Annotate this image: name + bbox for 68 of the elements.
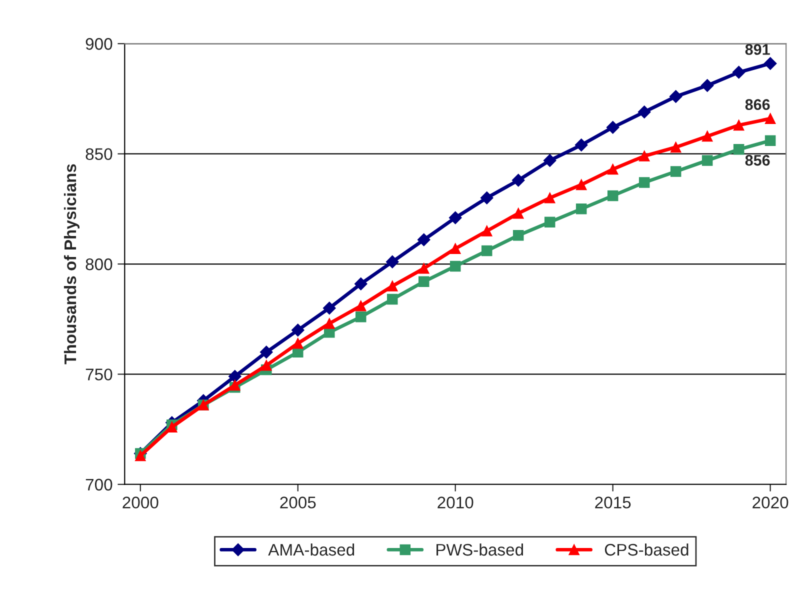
point (700, 79, 714, 92)
point (450, 243, 461, 254)
point (543, 154, 556, 167)
point (135, 450, 146, 462)
point (512, 208, 524, 219)
x-tick-label: 2020 (752, 496, 788, 508)
point (292, 338, 304, 349)
legend-label: CPS-based (604, 543, 688, 556)
point (702, 130, 713, 142)
point (512, 230, 524, 241)
point (418, 263, 430, 274)
x-tick-label: 2005 (280, 496, 316, 508)
point (544, 216, 556, 228)
point (764, 57, 777, 70)
point (733, 120, 744, 131)
point (291, 324, 304, 337)
point (607, 190, 618, 202)
point (574, 138, 588, 152)
y-tick-label: 750 (86, 368, 112, 380)
point (481, 245, 492, 256)
point (386, 255, 399, 268)
point (764, 135, 776, 146)
point (480, 191, 494, 204)
point (418, 276, 430, 288)
legend-label: AMA-based (268, 543, 354, 556)
point (576, 179, 587, 190)
point (512, 174, 525, 187)
y-tick-label: 900 (86, 38, 112, 50)
point (732, 66, 746, 79)
point (386, 294, 398, 305)
y-axis-title: Thousands of Physicians (64, 164, 80, 364)
y-tick-label: 800 (86, 258, 112, 270)
data-label: 866 (745, 99, 770, 110)
x-tick-label: 2015 (595, 496, 631, 508)
x-tick-label: 2010 (438, 496, 474, 508)
point (670, 142, 682, 153)
point (260, 346, 273, 359)
point (355, 300, 366, 312)
point (576, 204, 587, 214)
legend-label: PWS-based (436, 543, 524, 556)
y-tick-label: 700 (86, 478, 112, 491)
point (733, 144, 744, 155)
data-label: 856 (745, 154, 770, 166)
point (322, 302, 336, 315)
point (606, 120, 620, 134)
point (450, 260, 461, 272)
point (324, 318, 335, 329)
point (261, 360, 272, 371)
point (670, 166, 682, 177)
point (607, 164, 618, 175)
point (228, 370, 242, 383)
point (230, 380, 240, 391)
point (386, 280, 398, 292)
point (544, 192, 556, 204)
point (764, 113, 776, 124)
point (481, 226, 492, 236)
point (638, 106, 651, 118)
point (448, 211, 462, 224)
point (638, 150, 650, 162)
y-tick-label: 850 (86, 148, 112, 160)
point (417, 233, 430, 246)
point (702, 155, 713, 166)
point (354, 277, 368, 290)
x-tick-label: 2000 (122, 496, 158, 508)
point (638, 177, 650, 188)
point (355, 312, 366, 322)
data-label: 891 (745, 44, 770, 55)
point (669, 90, 682, 103)
